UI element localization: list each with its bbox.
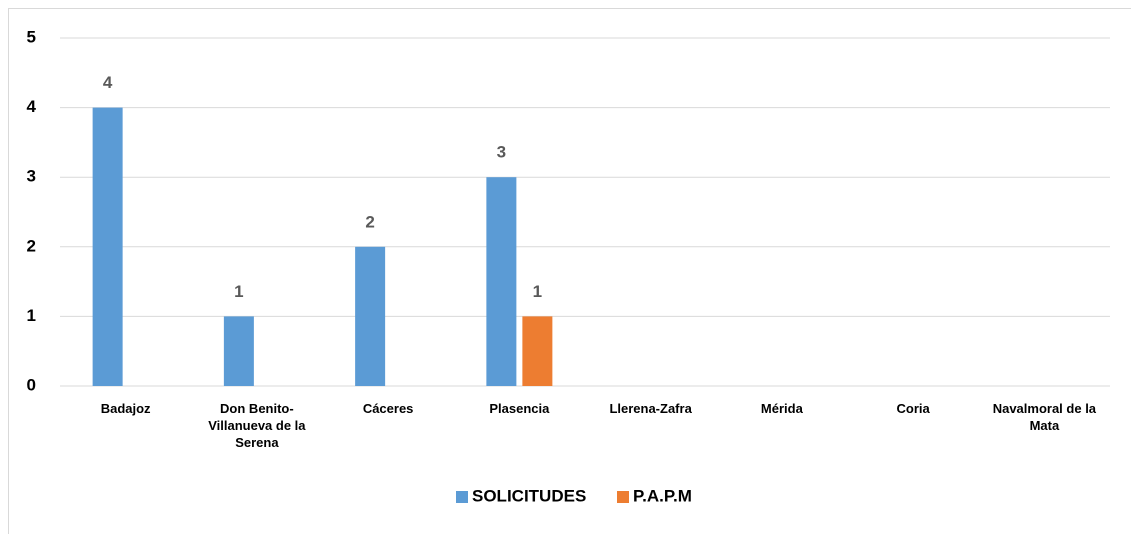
legend-label: P.A.P.M xyxy=(633,486,692,505)
y-tick-label: 3 xyxy=(27,167,36,186)
y-tick-label: 5 xyxy=(27,27,36,46)
x-tick-label: Llerena-Zafra xyxy=(609,401,692,416)
data-label: 2 xyxy=(365,212,374,231)
x-tick-label: Badajoz xyxy=(100,401,151,416)
legend-swatch xyxy=(617,491,629,503)
x-tick-label: Coria xyxy=(896,401,930,416)
x-tick-label: Don Benito-Villanueva de la Serena xyxy=(208,401,306,450)
y-tick-label: 0 xyxy=(27,375,36,394)
y-tick-label: 4 xyxy=(27,97,37,116)
x-tick-label: Cáceres xyxy=(362,401,414,416)
x-tick-label: Mérida xyxy=(760,401,803,416)
bar xyxy=(522,316,553,386)
bar xyxy=(92,107,123,386)
bar xyxy=(486,177,517,386)
legend-swatch xyxy=(456,491,468,503)
chart-border xyxy=(8,8,1131,534)
bar xyxy=(223,316,254,386)
x-tick-label: Plasencia xyxy=(489,401,550,416)
data-label: 1 xyxy=(533,282,542,301)
legend-label: SOLICITUDES xyxy=(472,486,586,505)
y-tick-label: 2 xyxy=(27,236,36,255)
data-label: 1 xyxy=(234,282,243,301)
bar xyxy=(355,246,386,386)
data-label: 3 xyxy=(497,143,506,162)
x-tick-label: Navalmoral de la Mata xyxy=(992,401,1097,433)
data-label: 4 xyxy=(103,73,113,92)
y-tick-label: 1 xyxy=(27,306,36,325)
